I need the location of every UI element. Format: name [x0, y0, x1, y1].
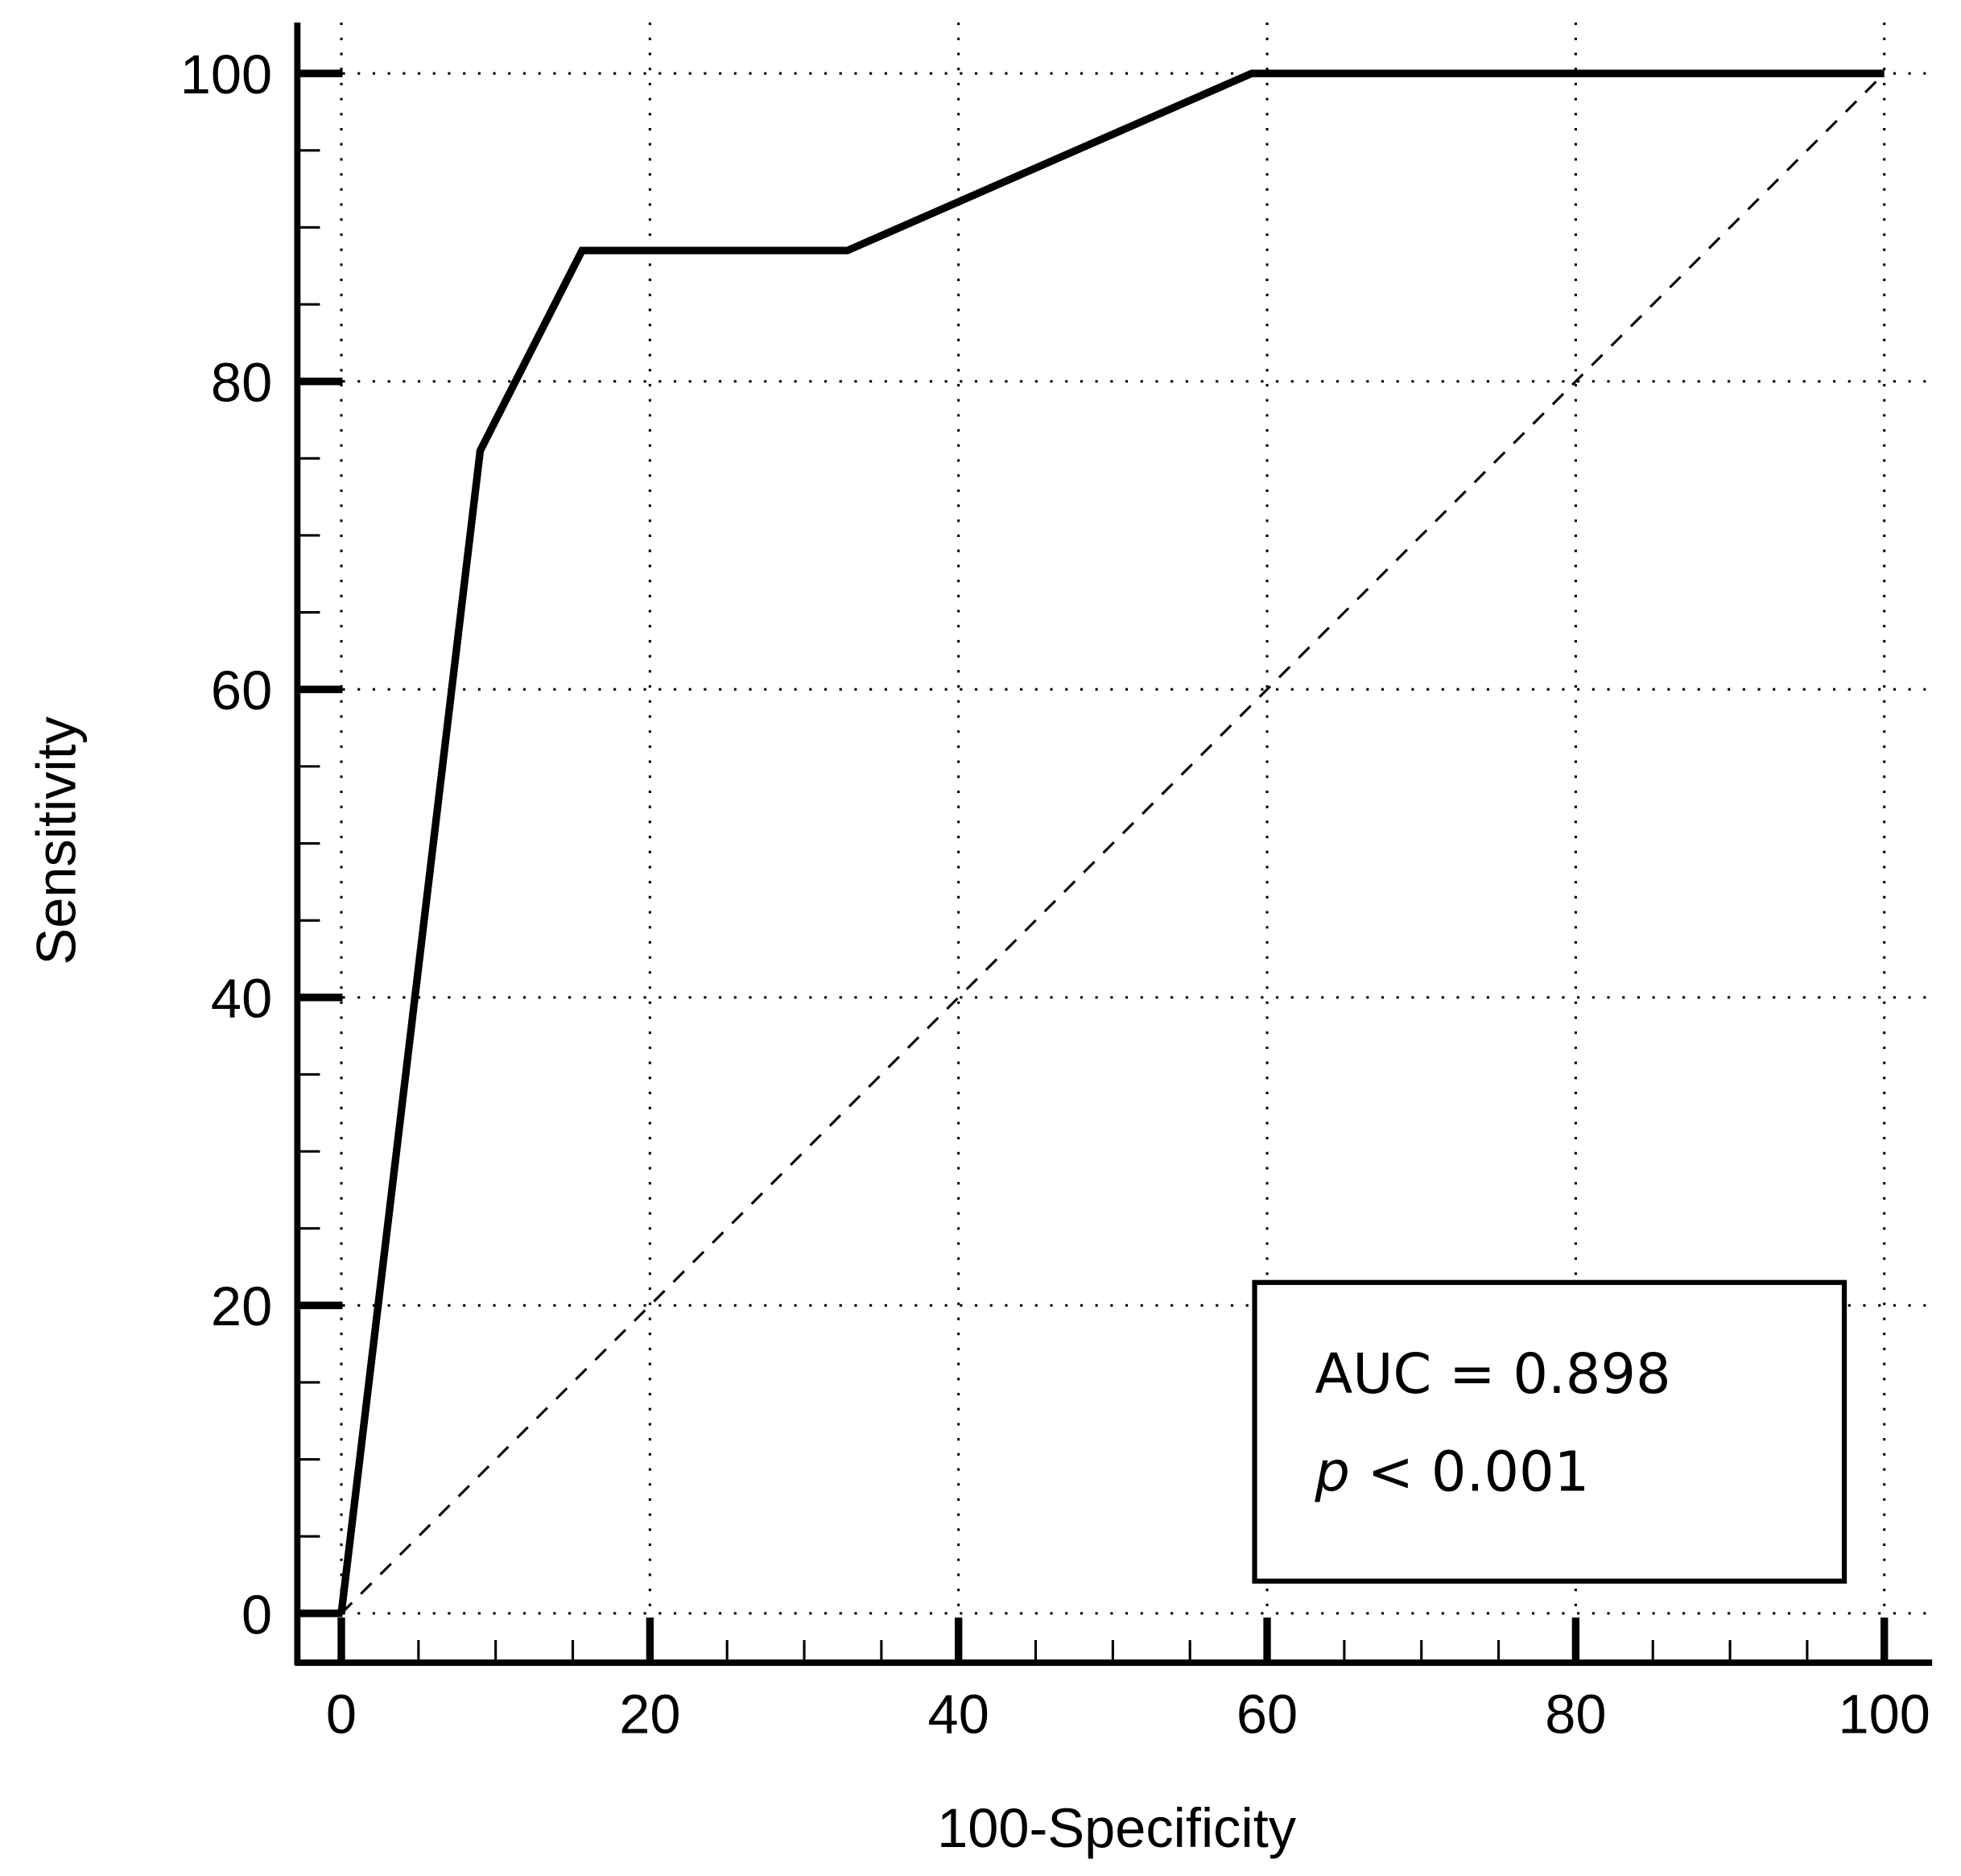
y-tick-label: 100 [180, 43, 272, 105]
x-tick-label: 80 [1545, 1683, 1606, 1745]
y-tick-label: 60 [211, 659, 272, 721]
x-axis-title: 100-Specificity [937, 1797, 1297, 1859]
roc-curve [337, 69, 1885, 1614]
y-tick-label: 80 [211, 352, 272, 414]
annotation-auc: AUC = 0.898 [1315, 1342, 1670, 1407]
x-tick-label: 0 [326, 1683, 357, 1745]
reference-line [340, 72, 1885, 1614]
x-tick-label: 60 [1236, 1683, 1298, 1745]
p-text: < 0.001 [1350, 1440, 1589, 1505]
x-tick-label: 20 [619, 1683, 680, 1745]
y-tick-label: 40 [211, 968, 272, 1030]
annotation-box [1252, 1279, 1847, 1584]
x-tick-label: 100 [1839, 1683, 1930, 1745]
p-symbol: p [1314, 1440, 1350, 1505]
x-tick-label: 40 [928, 1683, 989, 1745]
y-tick-label: 20 [211, 1275, 272, 1337]
y-axis-title: Sensitivity [26, 716, 88, 965]
annotation-p: p < 0.001 [1314, 1440, 1589, 1505]
y-tick-label: 0 [242, 1584, 272, 1646]
